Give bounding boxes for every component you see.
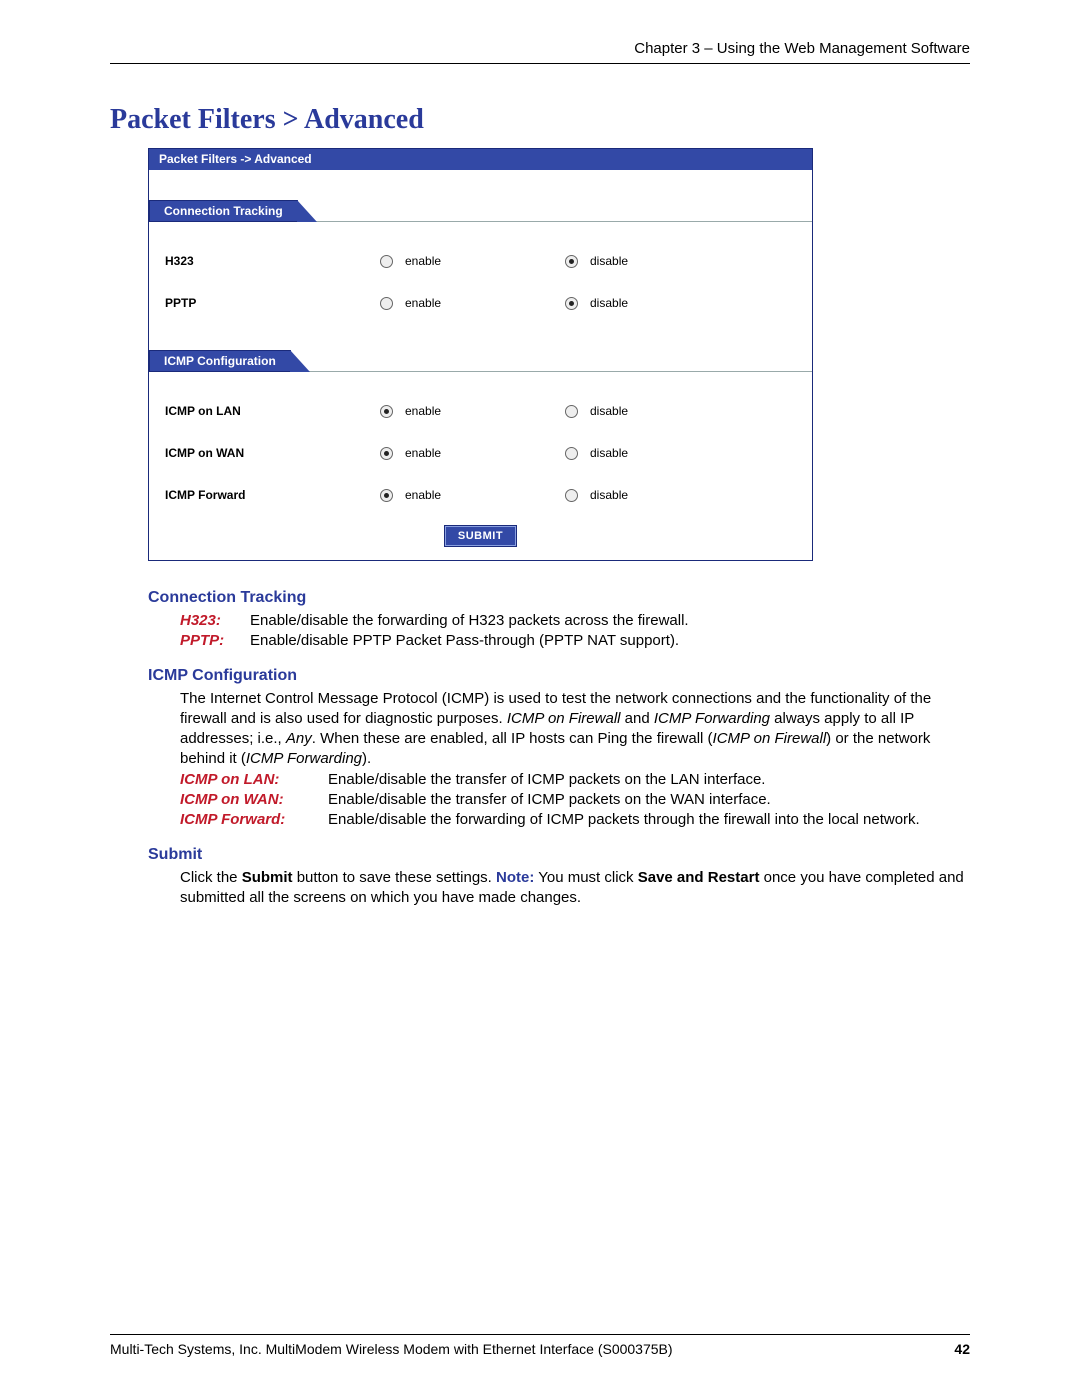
doc-body: Connection Tracking H323: Enable/disable…	[110, 587, 970, 909]
icmp-paragraph: The Internet Control Message Protocol (I…	[180, 689, 970, 770]
radio-label: enable	[405, 296, 441, 310]
radio-icmp-lan-enable[interactable]	[380, 405, 393, 418]
radio-icmp-wan-disable[interactable]	[565, 447, 578, 460]
section-tab-icmp-config: ICMP Configuration	[149, 350, 291, 372]
desc-icmp-forward: Enable/disable the forwarding of ICMP pa…	[328, 810, 970, 830]
footer-page-number: 42	[954, 1341, 970, 1357]
radio-label: disable	[590, 254, 628, 268]
radio-label: enable	[405, 488, 441, 502]
chapter-header: Chapter 3 – Using the Web Management Sof…	[110, 40, 970, 64]
radio-icmp-forward-enable[interactable]	[380, 489, 393, 502]
heading-connection-tracking: Connection Tracking	[148, 587, 970, 609]
radio-pptp-enable[interactable]	[380, 297, 393, 310]
config-label: PPTP	[165, 296, 380, 310]
config-label: ICMP Forward	[165, 488, 380, 502]
term-icmp-lan: ICMP on LAN:	[180, 770, 328, 790]
config-label: H323	[165, 254, 380, 268]
footer-text: Multi-Tech Systems, Inc. MultiModem Wire…	[110, 1341, 673, 1357]
radio-label: disable	[590, 404, 628, 418]
config-label: ICMP on LAN	[165, 404, 380, 418]
radio-pptp-disable[interactable]	[565, 297, 578, 310]
panel-breadcrumb: Packet Filters -> Advanced	[149, 149, 339, 169]
submit-paragraph: Click the Submit button to save these se…	[180, 868, 970, 909]
page-title: Packet Filters > Advanced	[110, 104, 970, 136]
desc-pptp: Enable/disable PPTP Packet Pass-through …	[250, 631, 970, 651]
page-footer: Multi-Tech Systems, Inc. MultiModem Wire…	[110, 1334, 970, 1357]
desc-icmp-wan: Enable/disable the transfer of ICMP pack…	[328, 790, 970, 810]
heading-submit: Submit	[148, 844, 970, 866]
radio-h323-disable[interactable]	[565, 255, 578, 268]
radio-label: enable	[405, 446, 441, 460]
desc-h323: Enable/disable the forwarding of H323 pa…	[250, 611, 970, 631]
radio-label: disable	[590, 296, 628, 310]
config-row-pptp: PPTP enable disable	[149, 282, 812, 324]
term-icmp-wan: ICMP on WAN:	[180, 790, 328, 810]
submit-button[interactable]: SUBMIT	[445, 526, 516, 546]
radio-label: enable	[405, 404, 441, 418]
radio-label: disable	[590, 446, 628, 460]
radio-h323-enable[interactable]	[380, 255, 393, 268]
term-h323: H323:	[180, 611, 250, 631]
section-tab-connection-tracking: Connection Tracking	[149, 200, 298, 222]
heading-icmp-config: ICMP Configuration	[148, 665, 970, 687]
config-label: ICMP on WAN	[165, 446, 380, 460]
config-panel: Packet Filters -> Advanced Connection Tr…	[148, 148, 813, 561]
radio-icmp-forward-disable[interactable]	[565, 489, 578, 502]
config-row-icmp-forward: ICMP Forward enable disable	[149, 474, 812, 516]
term-pptp: PPTP:	[180, 631, 250, 651]
term-icmp-forward: ICMP Forward:	[180, 810, 328, 830]
radio-icmp-lan-disable[interactable]	[565, 405, 578, 418]
radio-label: disable	[590, 488, 628, 502]
radio-label: enable	[405, 254, 441, 268]
radio-icmp-wan-enable[interactable]	[380, 447, 393, 460]
config-row-icmp-wan: ICMP on WAN enable disable	[149, 432, 812, 474]
config-row-h323: H323 enable disable	[149, 240, 812, 282]
config-row-icmp-lan: ICMP on LAN enable disable	[149, 390, 812, 432]
desc-icmp-lan: Enable/disable the transfer of ICMP pack…	[328, 770, 970, 790]
